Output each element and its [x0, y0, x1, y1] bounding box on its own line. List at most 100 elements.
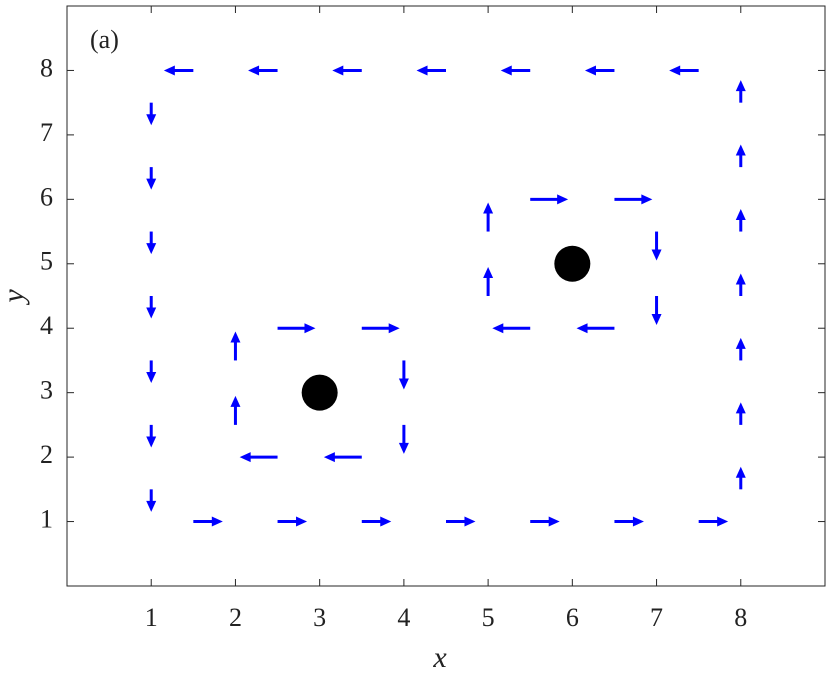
arrow-head — [211, 516, 223, 527]
arrow-head — [500, 65, 512, 76]
arrow — [146, 489, 157, 512]
arrow-head — [163, 65, 175, 76]
arrow-head — [632, 516, 644, 527]
arrow — [735, 209, 746, 232]
arrow — [669, 65, 699, 76]
arrow-head — [548, 516, 560, 527]
arrow — [248, 65, 278, 76]
arrow — [277, 323, 316, 334]
x-tick-label: 6 — [566, 603, 579, 632]
arrow-head — [146, 243, 157, 255]
arrow-head — [464, 516, 476, 527]
arrow — [163, 65, 194, 76]
arrow — [398, 360, 409, 390]
arrow — [530, 516, 560, 527]
arrow — [146, 424, 157, 448]
arrow — [146, 231, 157, 255]
arrow-head — [296, 516, 308, 527]
arrow-head — [584, 65, 596, 76]
arrow — [584, 65, 615, 76]
arrow-head — [146, 307, 157, 319]
arrow — [735, 402, 746, 425]
y-tick-label: 5 — [40, 247, 53, 276]
x-tick-label: 2 — [229, 603, 242, 632]
y-tick-label: 6 — [40, 182, 53, 211]
x-tick-label: 4 — [397, 603, 410, 632]
arrow-head — [146, 114, 157, 126]
arrow — [193, 516, 223, 527]
arrow-head — [398, 442, 409, 454]
arrow — [735, 144, 746, 168]
y-tick-label: 2 — [40, 440, 53, 469]
y-axis-label: y — [0, 289, 30, 306]
arrow-head — [651, 249, 662, 261]
arrow-head — [735, 402, 746, 414]
arrow — [277, 516, 308, 527]
arrow — [446, 516, 476, 527]
arrow — [651, 231, 662, 261]
arrow-head — [735, 144, 746, 156]
arrow-head — [557, 194, 569, 205]
arrow — [146, 360, 157, 383]
x-tick-label: 8 — [734, 603, 747, 632]
annotation: (a) — [90, 25, 119, 54]
y-tick-label: 3 — [40, 376, 53, 405]
arrow — [576, 323, 615, 334]
arrow — [332, 65, 362, 76]
arrow-head — [398, 378, 409, 390]
arrow — [735, 273, 746, 296]
arrow — [483, 267, 494, 296]
arrow — [361, 516, 392, 527]
arrow-head — [248, 65, 260, 76]
arrow-head — [332, 65, 344, 76]
arrow — [483, 202, 494, 232]
arrow — [735, 337, 746, 361]
arrow — [530, 194, 569, 205]
arrow — [323, 452, 362, 463]
arrow-head — [146, 436, 157, 448]
arrow-head — [717, 516, 729, 527]
arrow — [146, 167, 157, 190]
arrow-head — [735, 273, 746, 285]
arrow-head — [239, 452, 251, 463]
obstacle-marker — [554, 245, 591, 282]
arrow-head — [416, 65, 428, 76]
arrow — [146, 102, 157, 126]
arrow — [492, 323, 531, 334]
y-tick-label: 1 — [40, 505, 53, 534]
arrow-head — [146, 372, 157, 383]
arrow — [239, 452, 278, 463]
arrow-head — [146, 500, 157, 512]
x-tick-label: 1 — [145, 603, 158, 632]
arrow — [416, 65, 446, 76]
y-tick-label: 8 — [40, 53, 53, 82]
y-tick-label: 7 — [40, 118, 53, 147]
arrow-head — [641, 194, 653, 205]
arrow — [735, 80, 746, 103]
arrow-head — [380, 516, 392, 527]
arrow-head — [146, 178, 157, 190]
arrow-head — [576, 323, 588, 334]
arrow-head — [323, 452, 335, 463]
arrow-head — [735, 337, 746, 349]
arrow — [735, 466, 746, 490]
arrow-head — [304, 323, 316, 334]
arrow-head — [669, 65, 681, 76]
x-tick-label: 5 — [482, 603, 495, 632]
arrow-head — [735, 466, 746, 478]
arrow-head — [492, 323, 504, 334]
y-tick-label: 4 — [40, 311, 53, 340]
arrow-head — [483, 267, 494, 278]
arrow — [146, 296, 157, 319]
arrow-head — [651, 314, 662, 325]
arrow-head — [483, 202, 494, 214]
arrow — [361, 323, 400, 334]
arrow — [500, 65, 531, 76]
arrow — [230, 395, 241, 425]
x-tick-label: 7 — [650, 603, 663, 632]
plot-box — [66, 5, 826, 587]
arrow — [398, 424, 409, 454]
arrow-head — [230, 331, 241, 343]
arrow-head — [230, 395, 241, 407]
